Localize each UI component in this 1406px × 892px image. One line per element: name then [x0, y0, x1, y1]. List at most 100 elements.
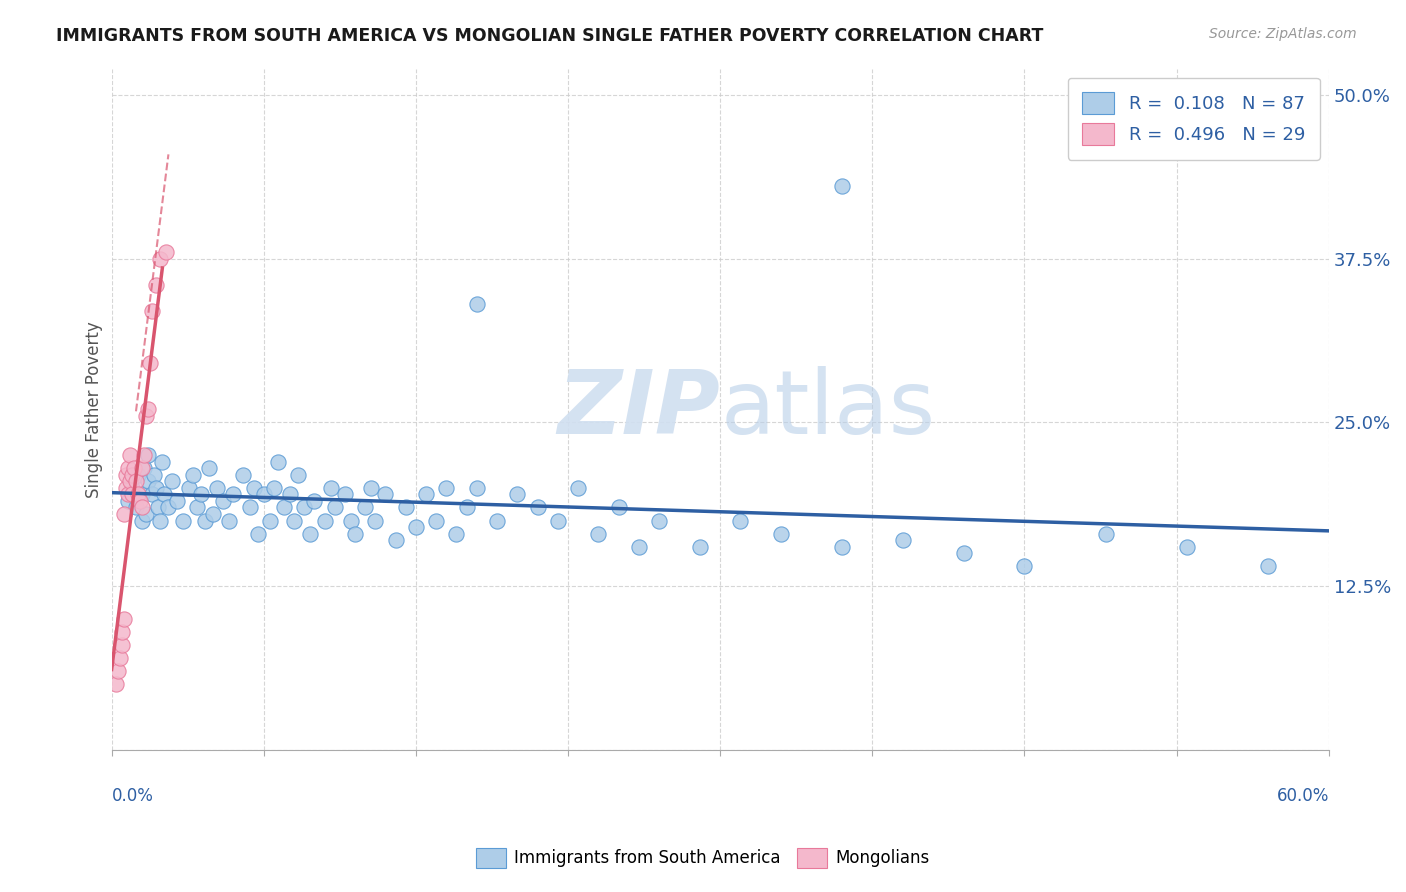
Point — [607, 500, 630, 515]
Point — [149, 514, 172, 528]
Point — [299, 526, 322, 541]
Point — [121, 481, 143, 495]
Point — [1094, 526, 1116, 541]
Point — [384, 533, 406, 548]
Point — [263, 481, 285, 495]
Point — [139, 356, 162, 370]
Point — [155, 244, 177, 259]
Point — [648, 514, 671, 528]
Point — [374, 487, 396, 501]
Point — [239, 500, 262, 515]
Point — [118, 448, 141, 462]
Point — [131, 487, 153, 501]
Point — [456, 500, 478, 515]
Point — [136, 448, 159, 462]
Text: ZIP: ZIP — [557, 366, 720, 453]
Point — [117, 487, 139, 501]
Point — [107, 665, 129, 679]
Point — [628, 540, 651, 554]
Point — [831, 179, 853, 194]
Point — [136, 402, 159, 417]
Point — [952, 546, 974, 560]
Text: Source: ZipAtlas.com: Source: ZipAtlas.com — [1209, 27, 1357, 41]
Point — [242, 481, 264, 495]
Point — [526, 500, 548, 515]
Point — [434, 481, 457, 495]
Point — [194, 514, 217, 528]
Point — [125, 500, 148, 515]
Y-axis label: Single Father Poverty: Single Father Poverty — [86, 321, 103, 498]
Point — [340, 514, 363, 528]
Point — [129, 494, 152, 508]
Point — [150, 454, 173, 468]
Point — [117, 461, 139, 475]
Point — [292, 500, 315, 515]
Point — [121, 467, 143, 482]
Point — [153, 487, 176, 501]
Point — [108, 651, 131, 665]
Point — [689, 540, 711, 554]
Point — [323, 500, 346, 515]
Point — [1014, 559, 1036, 574]
Point — [304, 494, 326, 508]
Point — [446, 526, 468, 541]
Point — [143, 467, 166, 482]
Point — [259, 514, 281, 528]
Point — [166, 494, 188, 508]
Point — [141, 304, 163, 318]
Point — [253, 487, 276, 501]
Point — [730, 514, 752, 528]
Point — [567, 481, 589, 495]
Point — [831, 540, 853, 554]
Point — [547, 514, 569, 528]
Text: IMMIGRANTS FROM SOUTH AMERICA VS MONGOLIAN SINGLE FATHER POVERTY CORRELATION CHA: IMMIGRANTS FROM SOUTH AMERICA VS MONGOLI… — [56, 27, 1043, 45]
Point — [135, 507, 157, 521]
Point — [222, 487, 245, 501]
Point — [121, 487, 143, 501]
Point — [395, 500, 418, 515]
Point — [212, 494, 235, 508]
Point — [141, 487, 163, 501]
Point — [125, 475, 148, 489]
Point — [112, 507, 135, 521]
Point — [132, 448, 155, 462]
Point — [360, 481, 382, 495]
Point — [135, 409, 157, 423]
Point — [202, 507, 225, 521]
Point — [344, 526, 367, 541]
Point — [112, 612, 135, 626]
Text: 60.0%: 60.0% — [1277, 788, 1329, 805]
Point — [506, 487, 529, 501]
Point — [162, 475, 184, 489]
Point — [1257, 559, 1279, 574]
Point — [177, 481, 200, 495]
Point — [111, 624, 134, 639]
Point — [127, 487, 149, 501]
Point — [314, 514, 336, 528]
Point — [181, 467, 204, 482]
Point — [405, 520, 427, 534]
Point — [205, 481, 228, 495]
Point — [186, 500, 208, 515]
Point — [131, 500, 153, 515]
Point — [127, 467, 149, 482]
Point — [588, 526, 610, 541]
Point — [415, 487, 437, 501]
Point — [111, 638, 134, 652]
Point — [364, 514, 387, 528]
Point — [104, 677, 127, 691]
Point — [465, 297, 488, 311]
Point — [465, 481, 488, 495]
Point — [333, 487, 356, 501]
Point — [157, 500, 180, 515]
Point — [145, 481, 167, 495]
Point — [198, 461, 221, 475]
Point — [246, 526, 269, 541]
Point — [283, 514, 305, 528]
Point — [425, 514, 447, 528]
Point — [232, 467, 254, 482]
Point — [267, 454, 290, 468]
Legend: Immigrants from South America, Mongolians: Immigrants from South America, Mongolian… — [470, 841, 936, 875]
Point — [486, 514, 509, 528]
Point — [149, 252, 172, 266]
